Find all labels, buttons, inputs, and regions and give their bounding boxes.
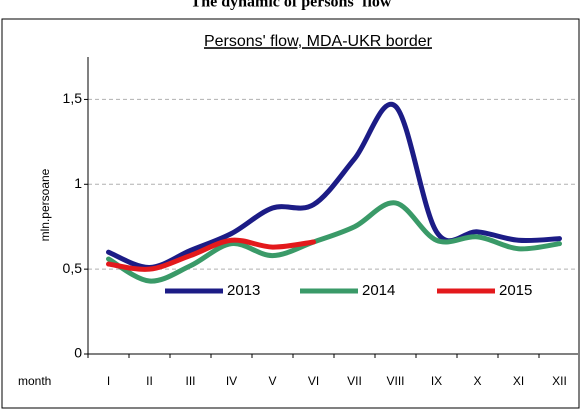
series-line [106, 101, 562, 270]
x-tick-label: VI [308, 374, 319, 388]
x-tick-label: VIII [386, 374, 404, 388]
x-tick-label: XII [552, 374, 567, 388]
y-tick-label: 1 [74, 175, 82, 191]
x-tick-label: V [268, 374, 276, 388]
x-tick-label: VII [347, 374, 362, 388]
x-tick-label: XI [513, 374, 524, 388]
chart-title: Persons' flow, MDA-UKR border [204, 33, 433, 50]
series-line [106, 237, 316, 272]
series-line [106, 200, 562, 284]
x-axis-label: month [18, 374, 51, 388]
x-tick-label: I [107, 374, 110, 388]
y-tick-label: 1,5 [63, 90, 83, 106]
heading: The dynamic of persons' flow [191, 0, 392, 11]
x-tick-label: IV [226, 374, 237, 388]
y-tick-label: 0,5 [63, 260, 83, 276]
x-tick-label: II [146, 374, 153, 388]
legend-label: 2015 [499, 282, 532, 299]
x-tick-label: X [473, 374, 481, 388]
y-axis-label: mln.persoane [38, 168, 52, 241]
chart-border [1, 18, 580, 409]
legend-label: 2014 [362, 282, 395, 299]
x-tick-label: IX [431, 374, 442, 388]
legend-label: 2013 [227, 282, 260, 299]
x-tick-label: III [185, 374, 195, 388]
y-tick-label: 0 [74, 345, 82, 361]
